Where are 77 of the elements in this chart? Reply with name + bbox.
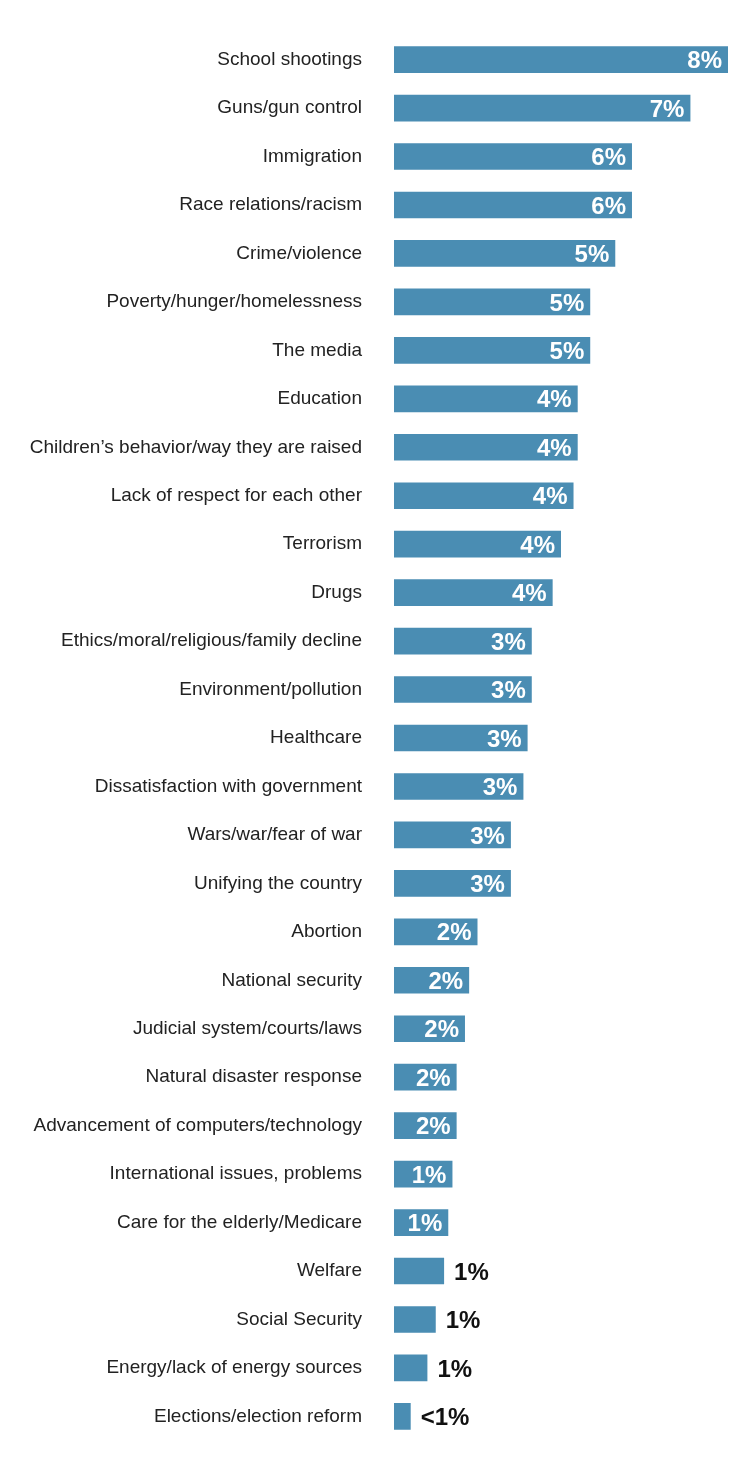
data-label: 4% [520,530,555,558]
bar [394,385,578,413]
data-label: 2% [424,1015,459,1043]
y-tick-label: Judicial system/courts/laws [132,1016,362,1038]
y-tick-label: Care for the elderly/Medicare [117,1210,362,1232]
y-tick-label: Drugs [311,580,362,602]
bar [394,288,591,316]
bar [394,579,553,606]
bar [394,46,728,73]
data-label: 2% [415,1112,451,1140]
data-label: 1% [445,1306,481,1334]
data-label: 1% [407,1209,443,1237]
bar [394,1306,436,1333]
data-label: 4% [537,385,572,413]
bar [394,1403,411,1430]
data-label: 1% [454,1257,489,1285]
data-label: 3% [482,773,518,801]
data-label: 6% [591,143,626,171]
bar [394,482,574,510]
bar [394,676,532,703]
y-tick-label: Healthcare [270,726,362,748]
data-label: 2% [436,918,472,946]
bar [394,143,632,170]
data-label: 3% [486,724,522,752]
data-label: 3% [470,869,505,897]
data-label: 7% [649,94,685,122]
y-tick-label: Wars/war/fear of war [187,823,363,845]
y-tick-label: Energy/lack of energy sources [106,1356,362,1378]
y-tick-label: Natural disaster response [145,1065,362,1087]
data-label: 6% [591,191,626,219]
y-tick-label: Welfare [296,1259,362,1281]
y-tick-label: Dissatisfaction with government [94,774,363,796]
data-label: <1% [420,1403,470,1430]
data-label: 4% [532,482,568,510]
bar [394,773,524,800]
bar [394,1354,428,1382]
data-label: 5% [549,336,585,364]
bar [394,240,616,267]
bar [394,191,632,219]
y-tick-label: International issues, problems [109,1162,362,1184]
bar [394,530,561,558]
y-tick-label: School shootings [217,47,362,69]
y-tick-label: Immigration [262,144,362,166]
y-tick-label: Unifying the country [194,871,363,893]
y-tick-label: Ethics/moral/religious/family decline [61,629,362,651]
y-tick-label: Guns/gun control [217,96,362,118]
y-tick-label: Education [277,387,362,409]
y-tick-label: Advancement of computers/technology [33,1113,363,1135]
data-label: 5% [549,288,585,316]
bar [394,433,578,461]
data-label: 2% [415,1063,451,1091]
y-tick-label: Abortion [291,920,362,942]
bar [394,870,511,897]
data-label: 4% [511,579,547,607]
y-tick-label: The media [272,338,363,360]
data-label: 5% [574,240,610,268]
data-label: 3% [470,821,505,849]
data-label: 1% [437,1354,473,1382]
data-label: 3% [491,676,526,704]
y-tick-label: Environment/pollution [179,677,362,699]
y-tick-label: Terrorism [282,532,362,554]
data-label: 2% [428,966,464,994]
y-tick-label: Race relations/racism [179,193,362,215]
data-label: 8% [687,46,722,74]
y-tick-label: Social Security [236,1307,363,1329]
data-label: 4% [537,433,572,461]
y-tick-label: Crime/violence [236,241,362,263]
y-tick-label: Children’s behavior/way they are raised [29,435,362,457]
data-label: 1% [411,1160,447,1188]
y-tick-label: National security [221,968,363,990]
y-tick-label: Lack of respect for each other [110,483,363,505]
bar [394,1257,445,1285]
y-tick-label: Poverty/hunger/homelessness [106,290,362,312]
y-tick-label: Elections/election reform [153,1404,362,1426]
data-label: 3% [491,627,526,655]
bar [394,337,591,364]
bar [394,94,691,122]
